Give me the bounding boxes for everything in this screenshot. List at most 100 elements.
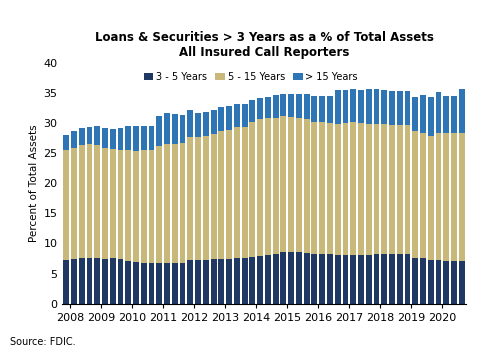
- Bar: [250, 99, 255, 122]
- Y-axis label: Percent of Total Assets: Percent of Total Assets: [29, 124, 39, 242]
- Bar: [133, 126, 139, 151]
- Bar: [288, 94, 294, 117]
- Bar: [234, 259, 240, 304]
- Bar: [304, 119, 310, 253]
- Bar: [428, 260, 433, 304]
- Bar: [149, 150, 155, 263]
- Bar: [164, 113, 170, 144]
- Bar: [118, 149, 123, 259]
- Bar: [428, 97, 433, 136]
- Bar: [125, 126, 131, 150]
- Bar: [389, 91, 395, 125]
- Bar: [195, 260, 201, 304]
- Bar: [195, 113, 201, 138]
- Bar: [118, 128, 123, 149]
- Bar: [319, 254, 325, 304]
- Bar: [358, 255, 364, 304]
- Title: Loans & Securities > 3 Years as a % of Total Assets
All Insured Call Reporters: Loans & Securities > 3 Years as a % of T…: [95, 31, 433, 59]
- Bar: [444, 133, 449, 261]
- Bar: [412, 258, 418, 304]
- Bar: [280, 117, 286, 252]
- Bar: [397, 125, 403, 254]
- Bar: [381, 90, 387, 124]
- Bar: [280, 94, 286, 117]
- Bar: [265, 118, 271, 255]
- Bar: [211, 110, 216, 134]
- Bar: [71, 132, 77, 148]
- Bar: [118, 259, 123, 304]
- Bar: [273, 254, 278, 304]
- Bar: [242, 127, 248, 259]
- Bar: [180, 114, 185, 143]
- Bar: [226, 105, 232, 129]
- Bar: [459, 133, 465, 261]
- Bar: [110, 259, 116, 304]
- Bar: [358, 90, 364, 123]
- Bar: [79, 145, 84, 259]
- Bar: [250, 257, 255, 304]
- Bar: [164, 144, 170, 263]
- Bar: [381, 254, 387, 304]
- Bar: [187, 137, 193, 260]
- Bar: [79, 259, 84, 304]
- Bar: [435, 92, 442, 133]
- Bar: [257, 119, 263, 256]
- Bar: [273, 95, 278, 118]
- Bar: [250, 122, 255, 257]
- Bar: [164, 263, 170, 304]
- Bar: [412, 132, 418, 258]
- Bar: [234, 127, 240, 259]
- Bar: [327, 123, 333, 254]
- Bar: [156, 116, 162, 146]
- Bar: [335, 255, 341, 304]
- Bar: [180, 143, 185, 263]
- Bar: [319, 96, 325, 122]
- Bar: [203, 136, 209, 260]
- Bar: [63, 260, 69, 304]
- Bar: [358, 123, 364, 255]
- Text: Source: FDIC.: Source: FDIC.: [10, 337, 75, 347]
- Bar: [125, 150, 131, 261]
- Bar: [141, 263, 147, 304]
- Bar: [203, 112, 209, 136]
- Bar: [451, 96, 457, 133]
- Bar: [265, 255, 271, 304]
- Bar: [257, 256, 263, 304]
- Bar: [265, 97, 271, 118]
- Bar: [381, 124, 387, 254]
- Bar: [71, 148, 77, 259]
- Bar: [373, 254, 379, 304]
- Bar: [373, 124, 379, 254]
- Legend: 3 - 5 Years, 5 - 15 Years, > 15 Years: 3 - 5 Years, 5 - 15 Years, > 15 Years: [140, 68, 362, 86]
- Bar: [156, 146, 162, 263]
- Bar: [102, 128, 108, 148]
- Bar: [141, 149, 147, 263]
- Bar: [343, 90, 348, 123]
- Bar: [366, 124, 372, 255]
- Bar: [156, 263, 162, 304]
- Bar: [280, 252, 286, 304]
- Bar: [397, 90, 403, 125]
- Bar: [343, 255, 348, 304]
- Bar: [319, 122, 325, 254]
- Bar: [459, 89, 465, 133]
- Bar: [451, 133, 457, 261]
- Bar: [304, 253, 310, 304]
- Bar: [389, 254, 395, 304]
- Bar: [187, 260, 193, 304]
- Bar: [110, 129, 116, 149]
- Bar: [187, 110, 193, 137]
- Bar: [79, 128, 84, 145]
- Bar: [296, 94, 302, 118]
- Bar: [451, 261, 457, 304]
- Bar: [257, 98, 263, 119]
- Bar: [459, 261, 465, 304]
- Bar: [226, 129, 232, 259]
- Bar: [444, 261, 449, 304]
- Bar: [172, 114, 178, 144]
- Bar: [86, 127, 93, 144]
- Bar: [366, 255, 372, 304]
- Bar: [373, 89, 379, 124]
- Bar: [141, 126, 147, 149]
- Bar: [327, 254, 333, 304]
